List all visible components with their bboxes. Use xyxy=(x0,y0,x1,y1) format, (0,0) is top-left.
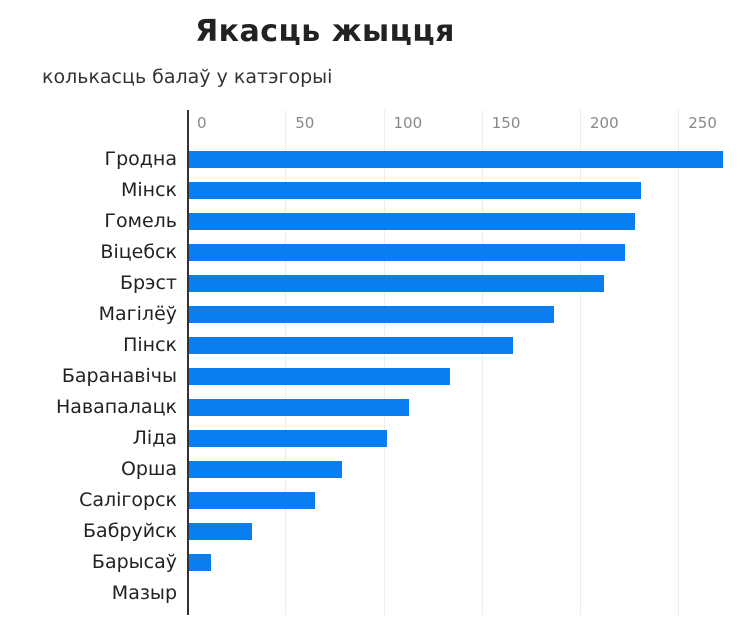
bar-row: Брэст xyxy=(120,268,727,299)
bar xyxy=(187,430,388,447)
bar xyxy=(187,368,451,385)
category-label: Орша xyxy=(120,458,177,480)
bar-row: Ліда xyxy=(133,423,727,454)
bar-row: Баранавічы xyxy=(62,361,727,392)
chart-subtitle: колькасць балаў у катэгорыі xyxy=(42,66,333,88)
chart-title: Якасць жыцця xyxy=(195,14,455,49)
bar xyxy=(187,554,211,571)
bar-row: Магілёў xyxy=(99,299,727,330)
bar-row: Барысаў xyxy=(92,547,727,578)
bar xyxy=(187,244,626,261)
bar-row: Гомель xyxy=(104,206,727,237)
x-tick-label: 100 xyxy=(393,114,423,132)
plot-area: 0 50 100 150 200 250 Гродна Мінск Гомель Віцебск Б… xyxy=(56,110,727,615)
x-tick-label: 150 xyxy=(491,114,521,132)
bar xyxy=(187,337,514,354)
bar xyxy=(187,182,641,199)
bar-row: Навапалацк xyxy=(56,392,727,423)
y-axis-line xyxy=(187,110,189,615)
category-label: Навапалацк xyxy=(55,396,177,418)
category-label: Магілёў xyxy=(98,303,177,325)
bar xyxy=(187,523,252,540)
category-label: Мазыр xyxy=(111,582,177,604)
gridline xyxy=(678,110,680,615)
x-tick-label: 50 xyxy=(295,114,315,132)
bar xyxy=(187,399,410,416)
bar xyxy=(187,492,315,509)
x-tick-label: 200 xyxy=(590,114,619,132)
category-label: Гомель xyxy=(104,210,177,232)
gridline xyxy=(383,110,385,615)
bar-row: Пінск xyxy=(123,330,727,361)
category-label: Віцебск xyxy=(100,241,177,263)
category-label: Баранавічы xyxy=(61,365,177,387)
bar-row: Бабруйск xyxy=(83,516,727,547)
category-label: Брэст xyxy=(119,272,177,294)
bar xyxy=(187,275,604,292)
gridline xyxy=(481,110,483,615)
bar xyxy=(187,461,343,478)
gridline xyxy=(285,110,287,615)
bar xyxy=(187,151,724,168)
category-label: Ліда xyxy=(132,427,177,449)
x-tick-label: 250 xyxy=(688,114,717,132)
category-label: Барысаў xyxy=(91,551,177,573)
bar-row: Орша xyxy=(121,454,727,485)
category-label: Салігорск xyxy=(79,489,177,511)
bar xyxy=(187,306,555,323)
bar xyxy=(187,213,636,230)
bar-row: Гродна xyxy=(105,144,727,175)
x-tick-label: 0 xyxy=(197,114,207,132)
bar-row: Мазыр xyxy=(112,578,727,609)
category-label: Пінск xyxy=(123,334,177,356)
category-label: Гродна xyxy=(104,148,177,170)
bar-row: Салігорск xyxy=(79,485,727,516)
gridline xyxy=(580,110,581,615)
bar-row: Віцебск xyxy=(100,237,727,268)
category-label: Бабруйск xyxy=(83,520,177,542)
category-label: Мінск xyxy=(120,179,177,201)
bar-row: Мінск xyxy=(121,175,727,206)
